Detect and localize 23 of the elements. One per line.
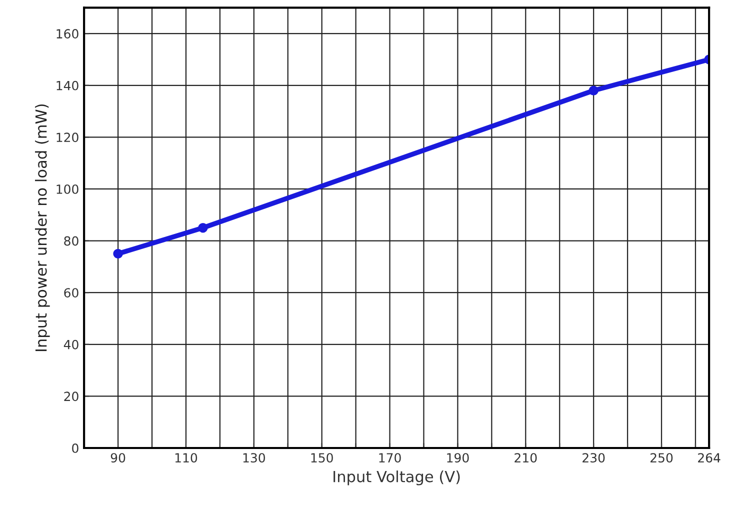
y-tick-label: 160 (56, 29, 78, 39)
x-tick-label: 190 (447, 453, 469, 463)
y-axis-title: Input power under no load (mW) (35, 104, 50, 352)
x-tick-label: 110 (175, 453, 198, 463)
x-tick-label: 230 (582, 453, 605, 463)
x-tick-label: 210 (514, 453, 537, 463)
point (198, 222, 208, 233)
point (113, 248, 123, 259)
y-tick-label: 100 (56, 184, 78, 194)
y-tick-label: 40 (64, 340, 78, 350)
x-tick-label: 130 (243, 453, 265, 463)
y-tick-label: 0 (72, 443, 78, 453)
x-tick-label: 264 (698, 453, 720, 463)
x-tick-label: 250 (650, 453, 673, 463)
x-tick-label: 150 (311, 453, 333, 463)
x-tick-label: 170 (379, 453, 401, 463)
y-tick-label: 120 (56, 132, 78, 142)
y-tick-label: 80 (64, 236, 78, 246)
y-tick-label: 140 (56, 80, 78, 90)
x-tick-label: 90 (110, 453, 126, 463)
y-tick-label: 20 (64, 392, 78, 402)
y-tick-label: 60 (64, 288, 78, 298)
x-axis-title: Input Voltage (V) (334, 470, 460, 486)
